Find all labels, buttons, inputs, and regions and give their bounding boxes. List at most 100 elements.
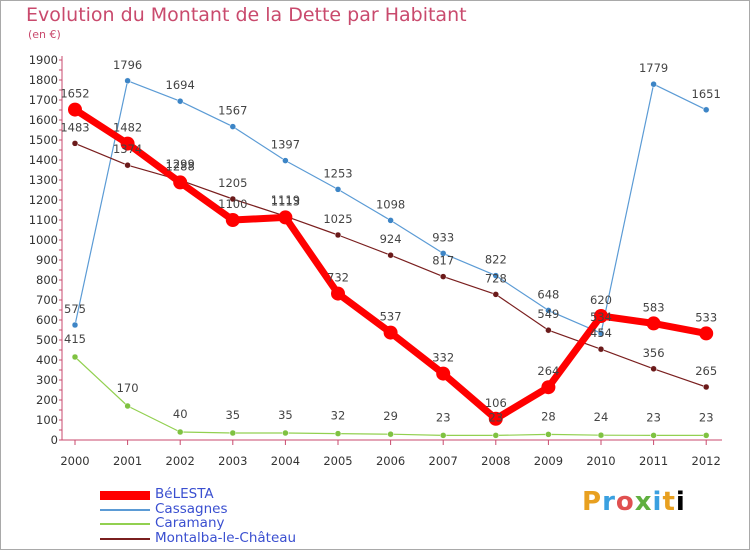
data-point xyxy=(439,432,447,439)
data-point xyxy=(120,136,135,151)
data-label: 264 xyxy=(537,364,559,378)
data-point xyxy=(229,195,237,203)
data-label: 23 xyxy=(699,410,714,424)
data-label: 35 xyxy=(225,408,240,422)
legend-swatch xyxy=(100,490,150,500)
data-label: 1652 xyxy=(60,87,89,101)
data-label: 1098 xyxy=(376,197,405,211)
x-tick-label: 2011 xyxy=(639,454,668,468)
data-point xyxy=(488,411,503,426)
data-point xyxy=(545,431,552,438)
data-point xyxy=(334,186,342,193)
series-caramany xyxy=(71,353,710,439)
y-tick-label: 300 xyxy=(36,373,58,387)
y-tick-label: 0 xyxy=(51,433,58,447)
data-point xyxy=(545,307,552,314)
logo-letter: t xyxy=(662,487,676,517)
data-label: 23 xyxy=(646,410,661,424)
data-point xyxy=(492,272,500,279)
logo-letter: r xyxy=(602,487,616,517)
data-label: 35 xyxy=(278,408,293,422)
data-label: 1779 xyxy=(639,61,668,75)
data-label: 620 xyxy=(590,293,612,307)
data-point xyxy=(439,250,447,257)
x-tick-label: 2012 xyxy=(692,454,721,468)
series-montalba-le-ch-teau xyxy=(71,140,710,391)
data-label: 648 xyxy=(537,287,559,301)
data-point xyxy=(646,316,661,331)
legend-swatch xyxy=(100,537,150,540)
data-point xyxy=(71,140,79,147)
data-label: 415 xyxy=(64,332,86,346)
data-label: 583 xyxy=(643,300,665,314)
data-label: 933 xyxy=(432,230,454,244)
y-tick-label: 1700 xyxy=(29,93,58,107)
data-point xyxy=(334,231,342,239)
data-label: 1299 xyxy=(166,157,195,171)
logo-letter: P xyxy=(582,487,603,517)
series-line xyxy=(74,356,707,436)
data-label: 924 xyxy=(380,232,402,246)
data-point xyxy=(334,430,342,437)
proxiti-logo: Proxiti xyxy=(582,487,686,517)
series-b-lesta xyxy=(68,102,714,426)
data-label: 1482 xyxy=(113,121,142,135)
logo-letter: o xyxy=(615,487,635,517)
data-label: 332 xyxy=(432,351,454,365)
legend-label: Montalba-le-Château xyxy=(155,529,297,546)
data-label: 1694 xyxy=(166,78,195,92)
y-tick-label: 200 xyxy=(36,393,58,407)
y-tick-label: 400 xyxy=(36,353,58,367)
data-label: 29 xyxy=(383,409,398,423)
series-line xyxy=(71,106,710,423)
data-point xyxy=(650,365,657,373)
y-tick-label: 1200 xyxy=(29,193,58,207)
data-point xyxy=(387,430,394,438)
data-label: 23 xyxy=(488,410,503,424)
logo-letter: x xyxy=(634,487,653,517)
data-point xyxy=(702,383,710,391)
data-label: 24 xyxy=(594,410,609,424)
data-label: 534 xyxy=(590,310,612,324)
data-point xyxy=(176,97,184,105)
data-label: 1119 xyxy=(271,193,300,207)
data-point xyxy=(68,102,82,117)
data-point xyxy=(387,251,394,259)
data-label: 23 xyxy=(436,410,451,424)
x-tick-label: 2009 xyxy=(534,454,563,468)
data-point xyxy=(229,123,237,130)
unit-label: (en €) xyxy=(28,28,61,41)
data-point xyxy=(387,217,394,224)
x-tick-label: 2001 xyxy=(113,454,142,468)
data-label: 537 xyxy=(380,310,402,324)
data-point xyxy=(124,161,131,169)
data-point xyxy=(650,432,657,439)
data-point xyxy=(278,210,293,225)
data-label: 728 xyxy=(485,271,507,285)
y-tick-label: 100 xyxy=(36,413,58,427)
data-point xyxy=(702,106,710,114)
legend-swatch xyxy=(100,523,150,525)
data-point xyxy=(492,432,500,439)
data-label: 533 xyxy=(695,310,717,324)
data-point xyxy=(383,325,398,340)
data-point xyxy=(545,326,552,334)
data-point xyxy=(173,175,188,190)
data-label: 1100 xyxy=(218,197,247,211)
chart-title: Evolution du Montant de la Dette par Hab… xyxy=(26,4,467,26)
data-point xyxy=(597,329,605,337)
legend-label: Cassagnes xyxy=(155,500,228,517)
y-tick-label: 1000 xyxy=(29,233,58,247)
data-label: 1253 xyxy=(323,166,352,180)
data-label: 454 xyxy=(590,326,612,340)
data-point xyxy=(282,157,289,164)
y-tick-label: 1900 xyxy=(29,53,58,67)
data-label: 822 xyxy=(485,253,507,267)
data-label: 1288 xyxy=(166,159,195,173)
data-label: 817 xyxy=(432,254,454,268)
data-label: 732 xyxy=(327,271,349,285)
data-point xyxy=(650,80,657,88)
y-tick-label: 700 xyxy=(36,293,58,307)
data-point xyxy=(597,345,605,353)
y-tick-label: 1300 xyxy=(29,173,58,187)
